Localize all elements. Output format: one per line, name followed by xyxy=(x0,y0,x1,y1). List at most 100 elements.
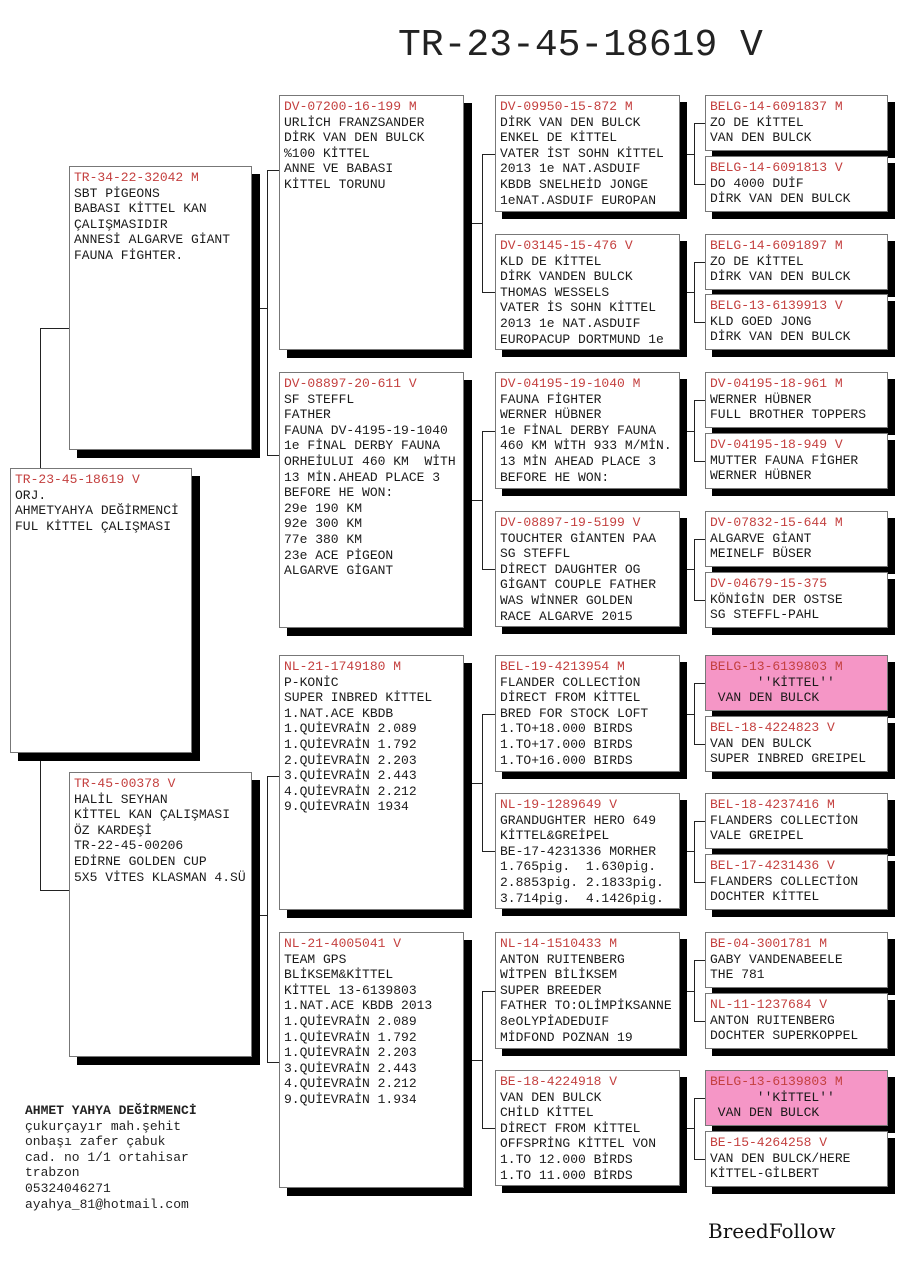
pedigree-note: 13 MİN AHEAD PLACE 3 xyxy=(500,453,657,469)
ring-number: BEL-18-4224823 V xyxy=(710,720,835,735)
pedigree-note: BE-17-4231336 MORHER xyxy=(500,843,657,859)
pedigree-note: MİDFOND POZNAN 19 xyxy=(500,1029,633,1045)
pedigree-card: NL-21-1749180 M P-KONİC SUPER INBRED KİTTE… xyxy=(279,655,464,910)
pedigree-note: FLANDER COLLECTİON xyxy=(500,674,641,690)
pedigree-card: BEL-18-4237416 M FLANDERS COLLECTİON VALE … xyxy=(705,793,888,849)
pedigree-card: TR-23-45-18619 V ORJ. AHMETYAHYA DEĞİRMENC… xyxy=(10,468,192,753)
ring-number: BELG-14-6091897 M xyxy=(710,238,843,253)
pedigree-note: DİRK VAN DEN BULCK xyxy=(710,329,851,345)
pedigree-card: DV-04195-19-1040 M FAUNA FİGHTER WERNER HÜ… xyxy=(495,372,680,489)
pedigree-note: 3.714pig. 4.1426pig. xyxy=(500,890,664,906)
pedigree-note: ÖZ KARDEŞİ xyxy=(74,822,153,838)
connector-line xyxy=(482,714,495,715)
connector-line xyxy=(482,431,495,432)
connector-line xyxy=(694,600,705,601)
pedigree-note: GABY VANDENABEELE xyxy=(710,951,843,967)
connector-line xyxy=(694,821,695,883)
pedigree-note: 9.QUİEVRAİN 1.934 xyxy=(284,1091,417,1107)
pedigree-note: DİRK VAN DEN BULCK xyxy=(710,269,851,285)
ring-number: TR-45-00378 V xyxy=(74,776,176,791)
pedigree-card: BELG-13-6139913 V KLD GOED JONG DİRK VAN D… xyxy=(705,294,888,350)
pedigree-note: SUPER INBRED GREIPEL xyxy=(710,751,867,767)
breeder-name: AHMET YAHYA DEĞİRMENCİ xyxy=(25,1103,197,1118)
pedigree-note: ENKEL DE KİTTEL xyxy=(500,130,618,146)
pedigree-note: 23e ACE PİGEON xyxy=(284,547,394,563)
connector-line xyxy=(694,1021,705,1022)
ring-number: DV-08897-20-611 V xyxy=(284,376,417,391)
ring-number: BE-15-4264258 V xyxy=(710,1135,828,1150)
pedigree-note: 77e 380 KM xyxy=(284,531,363,547)
connector-line xyxy=(252,915,267,916)
connector-line xyxy=(482,154,495,155)
ring-number: NL-19-1289649 V xyxy=(500,797,618,812)
pedigree-card: BELG-14-6091897 M ZO DE KİTTEL DİRK VAN DE… xyxy=(705,234,888,290)
pedigree-card: BE-15-4264258 V VAN DEN BULCK/HERE KİTTEL-… xyxy=(705,1131,888,1187)
pedigree-note: BABASI KİTTEL KAN xyxy=(74,201,207,217)
pedigree-note: FAUNA FİGHTER. xyxy=(74,247,184,263)
pedigree-note: AHMETYAHYA DEĞİRMENCİ xyxy=(15,503,179,519)
connector-line xyxy=(694,400,695,462)
connector-line xyxy=(267,776,268,1063)
pedigree-note: 9.QUİEVRAİN 1934 xyxy=(284,799,409,815)
pedigree-note: HALİL SEYHAN xyxy=(74,791,168,807)
ring-number: BE-04-3001781 M xyxy=(710,936,828,951)
connector-line xyxy=(464,500,482,501)
pedigree-note: SG STEFFL xyxy=(500,546,571,562)
connector-line xyxy=(482,292,495,293)
pedigree-note: ALGARVE GİANT xyxy=(710,530,812,546)
connector-line xyxy=(694,1098,695,1160)
pedigree-note: 1.TO 12.000 BİRDS xyxy=(500,1151,633,1167)
ring-number: BEL-19-4213954 M xyxy=(500,659,625,674)
connector-line xyxy=(482,1128,495,1129)
connector-line xyxy=(694,821,705,822)
pedigree-note: ANNE VE BABASI xyxy=(284,161,394,177)
pedigree-note: 1.QUİEVRAİN 1.792 xyxy=(284,736,417,752)
connector-line xyxy=(694,1098,705,1099)
address-line: çukurçayır mah.şehit xyxy=(25,1118,182,1134)
pedigree-card: DV-07832-15-644 M ALGARVE GİANT MEINELF BÜ… xyxy=(705,511,888,567)
pedigree-note: KÖNİGİN DER OSTSE xyxy=(710,591,843,607)
connector-line xyxy=(680,569,694,570)
pedigree-note: DİRECT FROM KİTTEL xyxy=(500,690,641,706)
pedigree-card: DV-04679-15-375 KÖNİGİN DER OSTSE SG STEFF… xyxy=(705,572,888,628)
connector-line xyxy=(252,308,267,309)
breeder-phone: 05324046271 xyxy=(25,1180,111,1196)
ring-number: BEL-17-4231436 V xyxy=(710,858,835,873)
pedigree-note: ANNESİ ALGARVE GİANT xyxy=(74,232,231,248)
connector-line xyxy=(694,262,705,263)
pedigree-note: 1e FİNAL DERBY FAUNA xyxy=(500,422,657,438)
pedigree-card: DV-04195-18-949 V MUTTER FAUNA FİGHER WERN… xyxy=(705,433,888,489)
connector-line xyxy=(680,292,694,293)
pedigree-note: WERNER HÜBNER xyxy=(500,407,602,423)
pedigree-note: VATER İS SOHN KİTTEL xyxy=(500,300,657,316)
pedigree-note: GİGANT COUPLE FATHER xyxy=(500,577,657,593)
connector-line xyxy=(482,569,495,570)
pedigree-note: 2.QUİEVRAİN 2.203 xyxy=(284,752,417,768)
pedigree-note: ZO DE KİTTEL xyxy=(710,114,804,130)
pedigree-note: 1.765pig. 1.630pig. xyxy=(500,859,657,875)
connector-line xyxy=(482,431,483,570)
pedigree-note: ORJ. xyxy=(15,487,47,503)
ring-number: DV-08897-19-5199 V xyxy=(500,515,641,530)
ring-number: BELG-14-6091837 M xyxy=(710,99,843,114)
pedigree-note: ORHEİULUI 460 KM WİTH xyxy=(284,453,456,469)
pedigree-note: KİTTEL-GİLBERT xyxy=(710,1166,820,1182)
address-line: cad. no 1/1 ortahisar xyxy=(25,1149,189,1165)
pedigree-note: SBT PİGEONS xyxy=(74,185,160,201)
pedigree-note: KLD DE KİTTEL xyxy=(500,253,602,269)
pedigree-note: MEINELF BÜSER xyxy=(710,546,812,562)
pedigree-card: DV-08897-19-5199 V TOUCHTER GİANTEN PAA SG… xyxy=(495,511,680,627)
pedigree-note: ANTON RUITENBERG xyxy=(710,1012,835,1028)
pedigree-note: FULL BROTHER TOPPERS xyxy=(710,407,867,423)
ring-number: BELG-13-6139913 V xyxy=(710,298,843,313)
pedigree-note: 1eNAT.ASDUIF EUROPAN xyxy=(500,192,657,208)
pedigree-note: 29e 190 KM xyxy=(284,500,363,516)
pedigree-card: DV-03145-15-476 V KLD DE KİTTEL DİRK VANDE… xyxy=(495,234,680,350)
pedigree-note: ''KİTTEL'' xyxy=(710,1089,835,1105)
pedigree-note: GRANDUGHTER HERO 649 xyxy=(500,812,657,828)
pedigree-note: TR-22-45-00206 xyxy=(74,838,184,854)
pedigree-card: BELG-14-6091813 V DO 4000 DUİF DİRK VAN DE… xyxy=(705,156,888,212)
connector-line xyxy=(464,783,482,784)
pedigree-card: NL-21-4005041 V TEAM GPS BLİKSEM&KİTTEL KİT… xyxy=(279,932,464,1188)
connector-line xyxy=(694,461,705,462)
